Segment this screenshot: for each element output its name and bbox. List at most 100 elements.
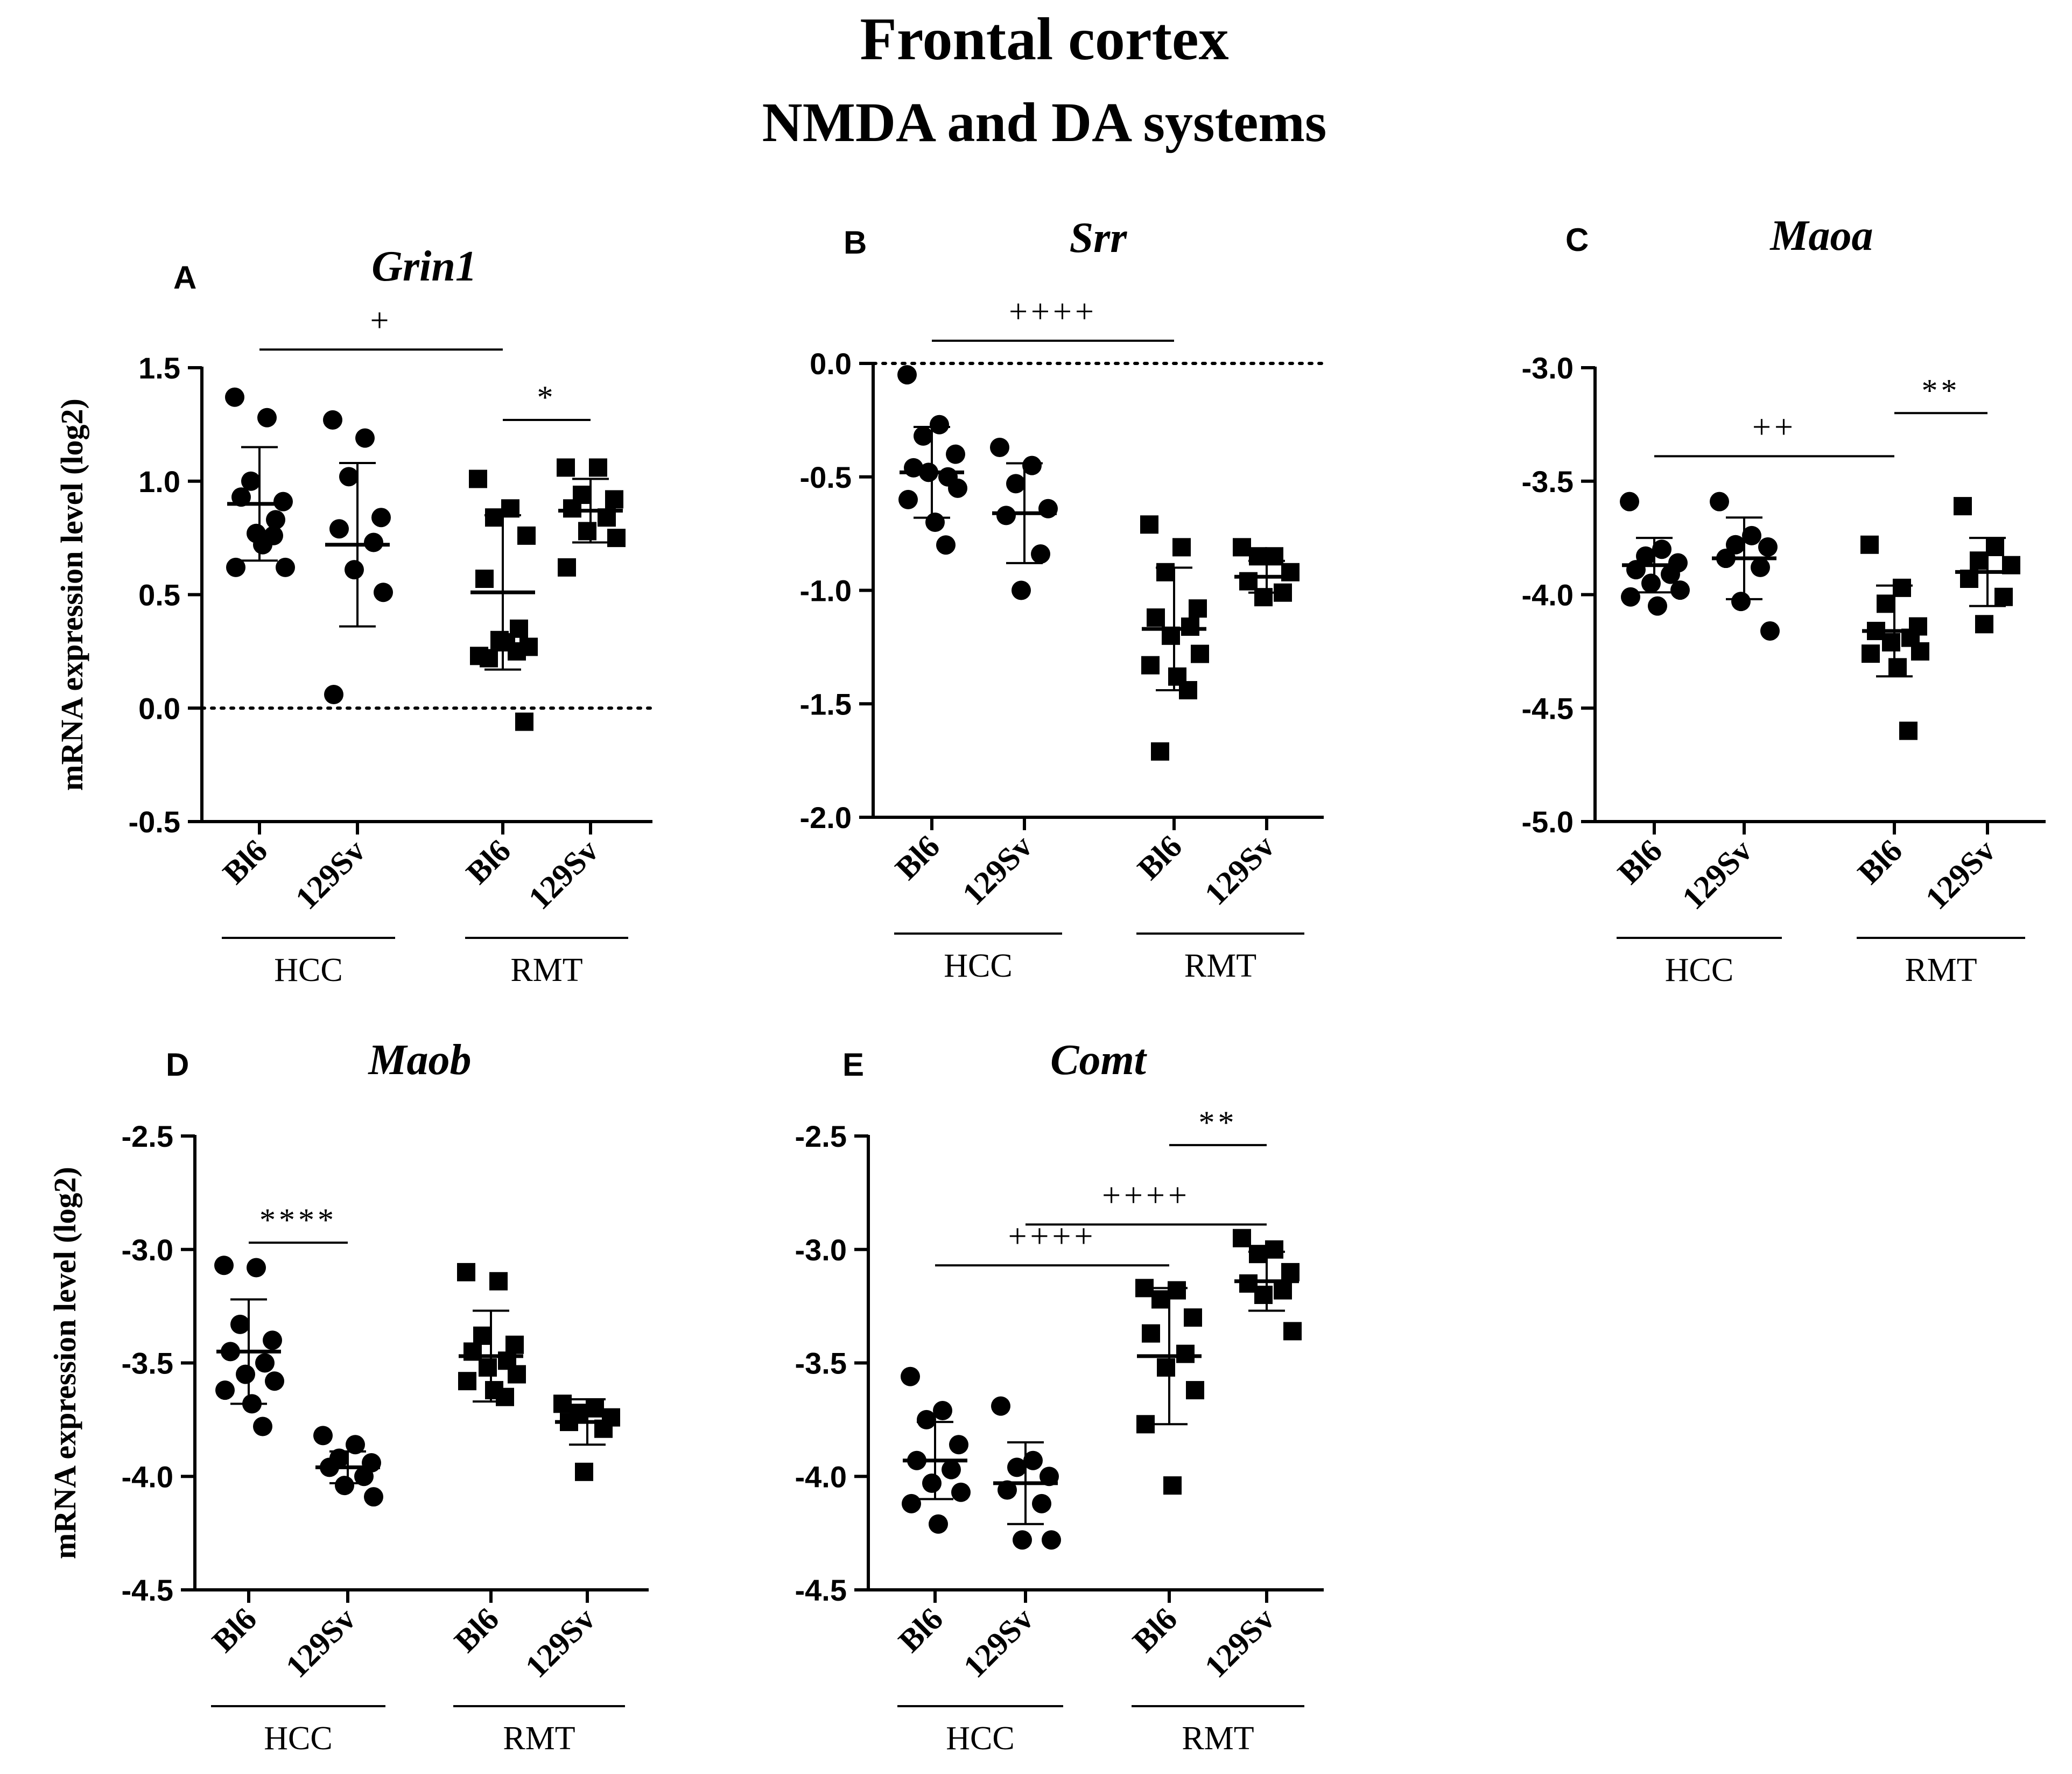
data-point	[1970, 551, 1988, 570]
data-point	[563, 499, 581, 518]
y-tick-label: -2.0	[800, 801, 852, 835]
data-point	[902, 1493, 921, 1513]
series-rmt-bl6	[1135, 1279, 1204, 1495]
data-point	[586, 1399, 604, 1418]
series-hcc-bl6	[897, 365, 967, 555]
group-label: HCC	[1665, 952, 1733, 988]
panel-gene-title: Comt	[1050, 1036, 1148, 1084]
panel-letter: D	[166, 1047, 189, 1083]
panel-A: A Grin1 -0.5 0.0 0.5 1.0 1.5 mRNA expression le…	[54, 243, 654, 988]
data-point	[1189, 599, 1207, 618]
data-point	[371, 508, 391, 528]
data-point	[1893, 578, 1911, 597]
data-point	[323, 410, 342, 430]
panel-gene-title: Srr	[1070, 214, 1128, 262]
data-point	[1176, 1344, 1195, 1363]
data-point	[354, 1467, 374, 1486]
y-tick-label: -0.5	[129, 805, 181, 839]
data-point	[1184, 1308, 1202, 1327]
data-point	[215, 1380, 235, 1400]
data-point	[364, 1487, 383, 1507]
series-rmt-bl6	[1860, 535, 1929, 740]
data-point	[558, 558, 576, 577]
data-point	[241, 471, 261, 491]
data-point	[922, 1473, 942, 1493]
y-tick-label: -3.5	[1522, 465, 1574, 499]
data-point	[1731, 592, 1751, 612]
data-point	[1156, 563, 1175, 581]
data-point	[897, 365, 917, 385]
data-point	[480, 649, 498, 668]
data-point	[557, 458, 575, 477]
x-tick-label: Bl6	[216, 833, 274, 891]
data-point	[578, 522, 596, 541]
data-point	[236, 1364, 255, 1384]
x-tick-label: Bl6	[891, 1601, 950, 1659]
data-point	[457, 1263, 475, 1281]
x-tick-label: 129Sv	[522, 833, 605, 916]
data-point	[1751, 557, 1770, 577]
data-point	[1975, 615, 1993, 634]
y-tick-label: -4.0	[1522, 578, 1574, 612]
data-point	[345, 560, 364, 580]
y-tick-label: -5.0	[1522, 805, 1574, 839]
data-point	[364, 532, 383, 552]
panels: A Grin1 -0.5 0.0 0.5 1.0 1.5 mRNA expression le…	[47, 212, 2046, 1757]
panel-letter: B	[844, 225, 867, 261]
data-point	[335, 1476, 354, 1496]
data-point	[1726, 535, 1745, 555]
x-tick-label: Bl6	[205, 1601, 263, 1659]
data-point	[1652, 539, 1671, 559]
figure-subtitle: NMDA and DA systems	[762, 92, 1327, 153]
significance-label: ++++	[1102, 1177, 1190, 1214]
data-point	[998, 1480, 1017, 1500]
data-point	[1233, 1229, 1251, 1247]
data-point	[1039, 1467, 1059, 1486]
data-point	[496, 1387, 514, 1406]
data-point	[1648, 596, 1667, 616]
x-tick-label: 129Sv	[289, 833, 372, 916]
group-label: RMT	[1905, 952, 1977, 988]
series-rmt-129sv	[1233, 538, 1300, 607]
data-point	[933, 1401, 952, 1421]
data-point	[925, 513, 945, 532]
data-point	[1710, 492, 1729, 511]
x-tick-label: Bl6	[1851, 833, 1909, 891]
data-point	[942, 1460, 961, 1479]
data-point	[990, 437, 1009, 457]
series-rmt-bl6	[469, 469, 538, 731]
series-rmt-129sv	[557, 458, 626, 577]
group-label: RMT	[510, 952, 582, 988]
data-point	[485, 508, 503, 527]
y-tick-label: -3.5	[122, 1347, 174, 1380]
data-point	[1862, 644, 1880, 663]
data-point	[1186, 1381, 1204, 1400]
data-point	[605, 490, 623, 509]
data-point	[1249, 1245, 1267, 1264]
x-tick-label: 129Sv	[1675, 833, 1759, 916]
x-tick-label: 129Sv	[518, 1601, 602, 1685]
y-tick-label: -4.0	[122, 1460, 174, 1493]
data-point	[1181, 617, 1199, 636]
data-point	[265, 1371, 284, 1391]
data-point	[257, 408, 277, 427]
series-rmt-129sv	[1233, 1229, 1302, 1341]
data-point	[1191, 644, 1209, 663]
y-tick-label: 0.0	[810, 347, 852, 381]
y-tick-label: -3.0	[795, 1233, 847, 1267]
data-point	[339, 467, 359, 487]
data-point	[458, 1372, 476, 1391]
data-point	[1254, 1286, 1273, 1305]
data-point	[951, 1482, 971, 1502]
group-label: HCC	[944, 948, 1012, 984]
data-point	[255, 1353, 275, 1373]
y-axis-label: mRNA expression level (log2)	[54, 398, 89, 791]
data-point	[1636, 546, 1655, 566]
y-tick-label: -2.5	[795, 1119, 847, 1153]
series-rmt-bl6	[1140, 515, 1209, 761]
y-tick-label: -1.0	[800, 574, 852, 608]
x-tick-label: 129Sv	[956, 829, 1039, 912]
data-point	[517, 526, 536, 545]
data-point	[1140, 515, 1158, 534]
